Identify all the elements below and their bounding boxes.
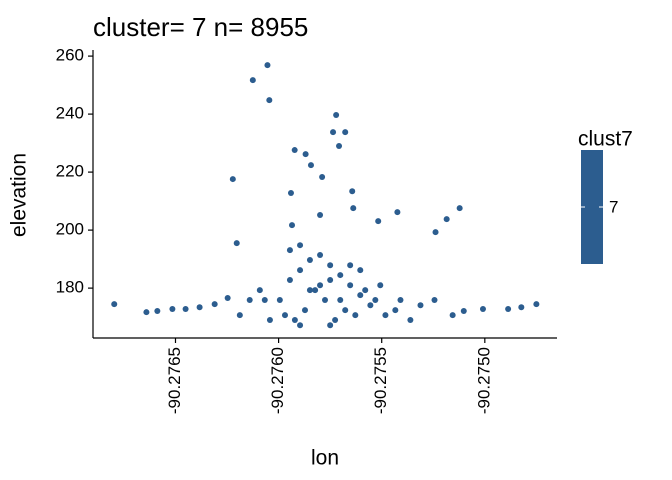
point	[407, 317, 414, 324]
point	[337, 272, 344, 279]
point	[317, 252, 324, 259]
point	[443, 216, 450, 223]
point	[382, 312, 389, 319]
point	[330, 129, 337, 136]
point	[317, 212, 324, 219]
y-axis-title: elevation	[8, 153, 31, 237]
x-axis-title: lon	[311, 447, 339, 470]
point	[287, 189, 294, 196]
point	[350, 205, 357, 212]
legend-colorbar	[581, 150, 603, 264]
point	[460, 308, 467, 315]
point	[352, 312, 359, 319]
legend-label: 7	[609, 197, 618, 216]
y-tick-label: 180	[56, 278, 84, 297]
point	[307, 162, 314, 169]
point	[327, 276, 334, 283]
point	[264, 62, 271, 69]
legend-title: clust7	[578, 128, 633, 151]
point	[349, 188, 356, 195]
point	[143, 309, 150, 316]
point	[169, 305, 176, 312]
point	[449, 312, 456, 319]
point	[322, 297, 328, 304]
point	[327, 322, 334, 329]
point	[336, 143, 343, 149]
point	[357, 267, 364, 274]
point	[276, 297, 283, 304]
point	[266, 317, 273, 324]
point	[377, 282, 384, 289]
point	[246, 297, 253, 304]
point	[291, 317, 298, 324]
point	[337, 297, 344, 304]
point	[327, 262, 334, 269]
point	[266, 97, 273, 104]
point	[347, 282, 354, 289]
y-tick-label: 260	[56, 46, 84, 65]
point	[479, 305, 486, 312]
point	[505, 305, 512, 312]
y-tick-label: 240	[56, 104, 84, 123]
point	[249, 77, 256, 84]
point	[392, 307, 399, 314]
point	[342, 129, 349, 136]
point	[306, 256, 313, 263]
point	[111, 301, 118, 308]
point	[397, 297, 404, 304]
point	[297, 242, 304, 249]
point	[518, 304, 525, 311]
point	[289, 222, 296, 229]
point	[317, 282, 324, 289]
y-tick-label: 220	[56, 162, 84, 181]
point	[233, 240, 240, 247]
point	[312, 287, 319, 294]
point	[301, 307, 308, 314]
point	[367, 302, 374, 309]
point	[533, 301, 540, 308]
point	[297, 322, 304, 329]
point	[332, 317, 339, 324]
point	[286, 247, 293, 254]
point	[431, 297, 438, 304]
point	[211, 301, 218, 308]
point	[297, 267, 304, 274]
point	[362, 287, 369, 294]
point	[372, 297, 379, 304]
point	[261, 297, 268, 304]
x-tick-label: -90.2760	[268, 347, 287, 414]
point	[256, 287, 263, 294]
point	[281, 312, 288, 319]
point	[154, 308, 161, 315]
point	[319, 174, 326, 181]
y-tick-label: 200	[56, 220, 84, 239]
point	[182, 305, 189, 312]
point	[306, 287, 313, 294]
point	[224, 294, 231, 301]
point	[196, 304, 203, 311]
point	[286, 276, 293, 283]
point	[417, 302, 424, 309]
point	[291, 147, 298, 154]
point	[302, 151, 309, 158]
x-tick-label: -90.2765	[165, 347, 184, 414]
point	[236, 312, 243, 319]
point	[342, 307, 349, 314]
chart-title: cluster= 7 n= 8955	[93, 12, 308, 42]
point	[456, 205, 463, 212]
point	[229, 176, 236, 183]
point	[357, 292, 364, 299]
point	[375, 218, 382, 225]
point	[347, 262, 354, 269]
point	[432, 229, 439, 236]
x-tick-label: -90.2750	[474, 347, 493, 414]
x-tick-label: -90.2755	[371, 347, 390, 414]
point	[394, 209, 401, 216]
point	[333, 111, 340, 118]
